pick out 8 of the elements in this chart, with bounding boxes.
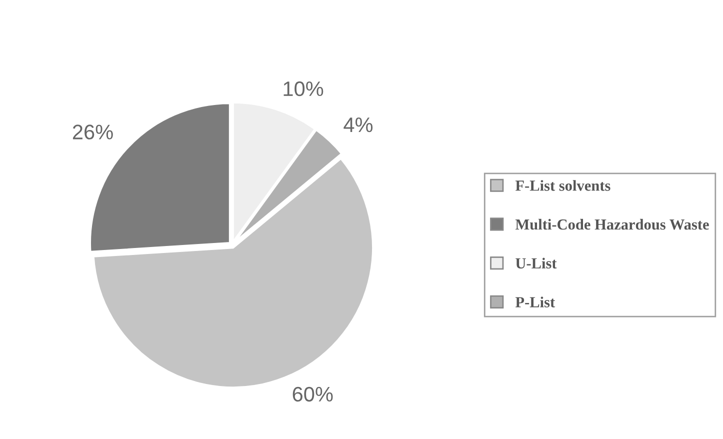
data-label: 4% [344, 118, 373, 132]
legend-label: P-List [515, 296, 556, 308]
legend-label: F-List solvents [515, 180, 610, 191]
data-label: 10% [284, 81, 324, 96]
data-label: 60% [292, 386, 333, 402]
legend-label: Multi-Code Hazardous Waste [515, 218, 709, 230]
legend-label: U-List [516, 258, 557, 269]
data-label: 26% [72, 124, 113, 140]
